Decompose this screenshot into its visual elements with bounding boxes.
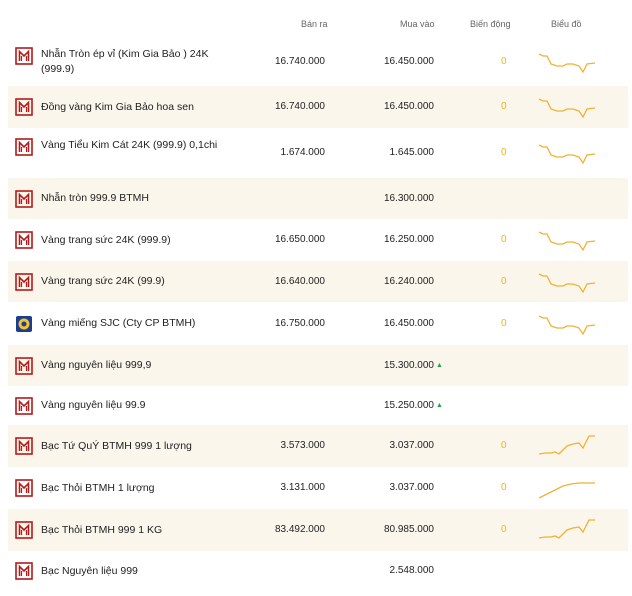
- sell-price: 16.640.000: [274, 275, 325, 287]
- buy-price: 80.985.000: [383, 524, 434, 535]
- product-name: Vàng nguyên liệu 999,9: [41, 359, 152, 371]
- product-name: Vàng trang sức 24K (999.9): [41, 233, 171, 246]
- btmh-logo-icon: [15, 521, 33, 539]
- price-up-icon: ▲: [436, 401, 443, 409]
- table-row[interactable]: Nhẫn Tròn ép vỉ (Kim Gia Bảo ) 24K (999.…: [8, 38, 628, 86]
- buy-price: 16.250.000: [383, 234, 434, 245]
- sell-price: 3.131.000: [280, 482, 326, 493]
- product-name: Bạc Tứ QuÝ BTMH 999 1 lượng: [41, 439, 192, 452]
- sparkline-path: [538, 435, 595, 455]
- table-row[interactable]: Vàng trang sức 24K (999.9) 16.650.000 16.2…: [8, 219, 628, 261]
- table-row[interactable]: Nhẫn tròn 999.9 BTMH 16.300.000: [8, 178, 628, 219]
- table-row[interactable]: Vàng Tiểu Kim Cát 24K (999.9) 0,1chi 1.67…: [8, 128, 628, 178]
- buy-price: 16.450.000: [383, 317, 434, 329]
- table-row[interactable]: Bạc Thỏi BTMH 1 lượng 3.131.000 3.037.000 0: [8, 467, 628, 509]
- header-buy: Mua vào: [400, 19, 435, 29]
- buy-price: 16.450.000: [383, 56, 434, 67]
- btmh-logo-icon: [15, 396, 33, 415]
- change-value: 0: [501, 101, 507, 112]
- sjc-logo-icon: [16, 315, 32, 332]
- change-value: 0: [501, 147, 507, 158]
- sparkline-path: [538, 53, 596, 74]
- btmh-logo-icon: [15, 138, 33, 156]
- trend-sparkline[interactable]: [536, 470, 598, 506]
- buy-price: 3.037.000: [389, 440, 435, 451]
- header-change: Biến động: [470, 19, 511, 29]
- buy-price: 15.250.000: [383, 399, 434, 411]
- trend-sparkline[interactable]: [536, 135, 598, 171]
- trend-sparkline[interactable]: [536, 222, 598, 258]
- change-value: 0: [501, 317, 507, 329]
- trend-sparkline[interactable]: [536, 428, 598, 464]
- buy-price: 16.240.000: [383, 275, 434, 287]
- table-row[interactable]: Bạc Tứ QuÝ BTMH 999 1 lượng 3.573.000 3.03…: [8, 425, 628, 467]
- btmh-logo-icon: [15, 189, 33, 208]
- change-value: 0: [501, 56, 507, 67]
- sell-price: 1.674.000: [280, 147, 326, 158]
- trend-sparkline[interactable]: [536, 512, 598, 548]
- sparkline-path: [538, 519, 595, 539]
- table-row[interactable]: Vàng trang sức 24K (99.9) 16.640.000 16.24…: [8, 261, 628, 302]
- buy-price: 15.300.000: [383, 359, 434, 371]
- product-name: Vàng miếng SJC (Cty CP BTMH): [41, 317, 196, 329]
- trend-sparkline[interactable]: [536, 89, 598, 125]
- sparkline-path: [538, 314, 596, 335]
- product-name: Vàng trang sức 24K (99.9): [41, 275, 165, 287]
- trend-sparkline[interactable]: [536, 44, 598, 80]
- change-value: 0: [501, 482, 507, 493]
- buy-price: 16.450.000: [383, 101, 434, 112]
- sell-price: 16.750.000: [274, 317, 325, 329]
- product-name: Nhẫn tròn 999.9 BTMH: [41, 192, 149, 204]
- sell-price: 83.492.000: [274, 524, 325, 535]
- table-row[interactable]: Bạc Thỏi BTMH 999 1 KG 83.492.000 80.985.0…: [8, 509, 628, 551]
- buy-price: 1.645.000: [389, 147, 435, 158]
- sell-price: 16.740.000: [274, 101, 325, 112]
- header-sell: Bán ra: [301, 19, 328, 29]
- sparkline-path: [538, 144, 596, 165]
- buy-price: 3.037.000: [389, 482, 435, 493]
- btmh-logo-icon: [15, 98, 33, 116]
- product-name: Vàng nguyên liệu 99.9: [41, 399, 146, 411]
- btmh-logo-icon: [15, 272, 33, 291]
- product-name: Vàng Tiểu Kim Cát 24K (999.9) 0,1chi: [41, 139, 218, 151]
- table-row[interactable]: Vàng nguyên liệu 999,9 15.300.000 ▲: [8, 345, 628, 386]
- trend-sparkline[interactable]: [536, 264, 598, 300]
- product-name: Nhẫn Tròn ép vỉ (Kim Gia Bảo ) 24K (999.…: [41, 48, 209, 75]
- change-value: 0: [501, 440, 507, 451]
- trend-sparkline[interactable]: [536, 306, 598, 342]
- buy-price: 2.548.000: [389, 565, 435, 576]
- table-header: Bán ra Mua vào Biến động Biểu đồ: [0, 0, 632, 46]
- btmh-logo-icon: [15, 231, 33, 249]
- sparkline-path: [538, 231, 596, 252]
- price-up-icon: ▲: [436, 361, 443, 369]
- change-value: 0: [501, 234, 507, 245]
- btmh-logo-icon: [15, 562, 33, 580]
- product-name: Bạc Nguyên liệu 999: [41, 564, 138, 577]
- change-value: 0: [501, 275, 507, 287]
- change-value: 0: [501, 524, 507, 535]
- product-name: Bạc Thỏi BTMH 999 1 KG: [41, 523, 163, 536]
- sell-price: 16.650.000: [274, 234, 325, 245]
- sparkline-path: [538, 98, 596, 119]
- table-row[interactable]: Đồng vàng Kim Gia Bảo hoa sen 16.740.000 1…: [8, 86, 628, 128]
- table-row[interactable]: Vàng nguyên liệu 99.9 15.250.000 ▲: [8, 386, 628, 425]
- table-row[interactable]: Vàng miếng SJC (Cty CP BTMH) 16.750.000 16…: [8, 302, 628, 345]
- table-row[interactable]: Bạc Nguyên liệu 999 2.548.000: [8, 551, 628, 591]
- sparkline-path: [538, 272, 596, 293]
- product-name: Bạc Thỏi BTMH 1 lượng: [41, 481, 155, 494]
- sparkline-path: [538, 482, 595, 499]
- header-chart: Biểu đồ: [551, 19, 582, 29]
- sell-price: 3.573.000: [280, 440, 326, 451]
- btmh-logo-icon: [15, 356, 33, 375]
- sell-price: 16.740.000: [274, 56, 325, 67]
- buy-price: 16.300.000: [383, 192, 434, 204]
- product-name: Đồng vàng Kim Gia Bảo hoa sen: [41, 100, 194, 113]
- btmh-logo-icon: [15, 437, 33, 455]
- btmh-logo-icon: [15, 47, 33, 65]
- btmh-logo-icon: [15, 479, 33, 497]
